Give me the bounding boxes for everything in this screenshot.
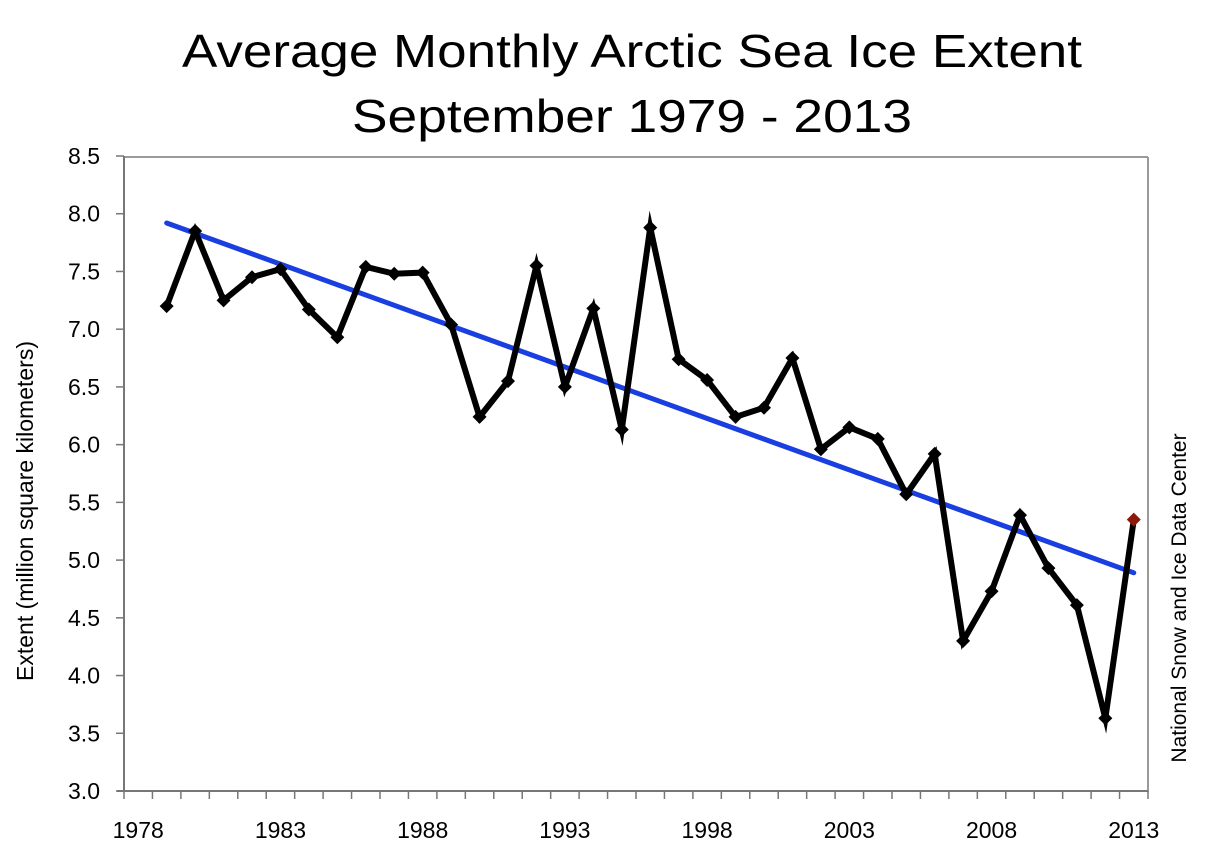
x-tick-label: 1988 (397, 817, 448, 843)
y-tick-label: 7.0 (68, 316, 100, 342)
y-tick-label: 3.0 (68, 778, 100, 804)
y-tick-label: 5.0 (68, 547, 100, 573)
data-marker-2003 (842, 420, 857, 435)
y-axis-label: Extent (million square kilometers) (12, 341, 38, 681)
x-tick-label: 1993 (539, 817, 590, 843)
highlight-marker-2013 (1126, 512, 1141, 527)
x-tick-label: 1983 (255, 817, 306, 843)
y-axis-ticks: 3.0 3.5 4.0 4.5 5.0 5.5 6.0 6.5 7.0 7.5 8.0 8.5 (68, 143, 124, 804)
chart-title: Average Monthly Arctic Sea Ice Extent (182, 25, 1082, 77)
data-marker-1984 (301, 302, 316, 317)
data-marker-2006 (927, 446, 942, 461)
data-marker-1979 (159, 299, 174, 314)
data-marker-1992 (529, 258, 544, 273)
x-tick-label: 1998 (682, 817, 733, 843)
trend-line-group (164, 220, 1137, 576)
plot-frame (117, 156, 1149, 792)
x-tick-label: 1978 (113, 817, 164, 843)
data-marker-1989 (444, 317, 459, 332)
data-marker-1991 (501, 374, 515, 389)
series-line (163, 210, 1137, 734)
y-tick-label: 7.5 (68, 258, 100, 284)
y-tick-label: 8.0 (68, 201, 100, 227)
data-marker-1996 (643, 220, 658, 235)
x-tick-label: 2003 (824, 817, 875, 843)
y-tick-label: 6.5 (68, 374, 100, 400)
x-axis-ticks: 1978 1983 1988 1993 1998 2003 2008 2013 (113, 791, 1159, 843)
data-marker-1986 (358, 259, 373, 274)
data-marker-1981 (216, 293, 231, 308)
data-marker-2002 (813, 442, 828, 457)
y-tick-label: 3.5 (68, 720, 100, 746)
data-marker-2007 (956, 633, 971, 648)
data-marker-1995 (614, 422, 629, 437)
x-tick-label: 2008 (966, 817, 1017, 843)
data-marker-1983 (273, 262, 288, 277)
y-tick-label: 8.5 (68, 143, 100, 169)
y-tick-label: 5.5 (68, 489, 100, 515)
data-marker-1997 (671, 352, 686, 367)
trend-line (164, 220, 1137, 576)
data-marker-2008 (984, 584, 999, 599)
y-tick-label: 4.0 (68, 663, 100, 689)
data-marker-2000 (757, 400, 771, 415)
data-marker-1993 (557, 379, 572, 394)
data-marker-1985 (330, 330, 345, 345)
y-tick-label: 6.0 (68, 432, 100, 458)
data-marker-2004 (870, 431, 885, 446)
data-marker-1994 (586, 301, 601, 316)
data-marker-1999 (728, 409, 743, 424)
data-marker-2005 (899, 487, 914, 502)
data-marker-2009 (1013, 508, 1027, 523)
data-marker-2010 (1041, 561, 1056, 576)
data-marker-1990 (472, 409, 487, 424)
credit-text: National Snow and Ice Data Center (1168, 433, 1191, 762)
data-marker-1982 (245, 270, 259, 285)
data-marker-1980 (188, 224, 203, 239)
data-marker-1988 (415, 265, 430, 280)
data-marker-1987 (387, 266, 402, 281)
data-marker-2001 (785, 351, 800, 366)
chart-subtitle: September 1979 - 2013 (352, 90, 912, 142)
data-marker-1998 (700, 372, 715, 387)
data-marker-2012 (1098, 711, 1113, 726)
x-tick-label: 2013 (1108, 817, 1159, 843)
data-marker-2011 (1069, 598, 1084, 613)
y-tick-label: 4.5 (68, 605, 100, 631)
series-group (159, 210, 1141, 734)
